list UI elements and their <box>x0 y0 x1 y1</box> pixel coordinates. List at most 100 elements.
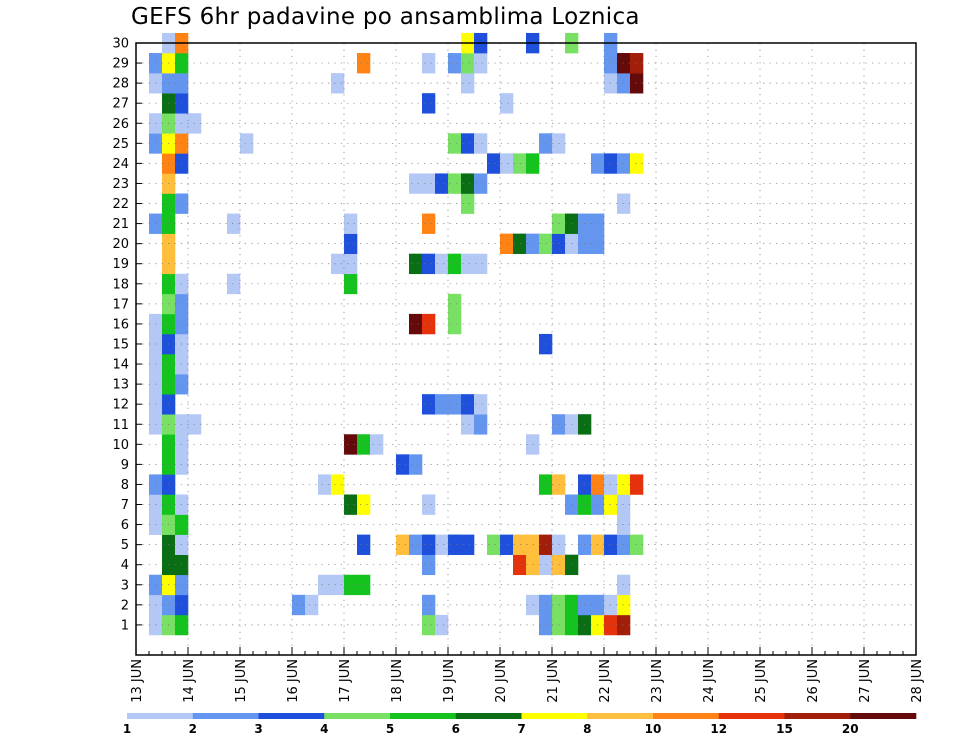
legend-label: 7 <box>517 722 525 736</box>
heatmap-cell <box>500 534 514 555</box>
heatmap-cell <box>422 53 436 74</box>
legend-swatch <box>784 713 851 719</box>
heatmap-cell <box>344 273 358 295</box>
legend-label: 8 <box>583 722 591 736</box>
x-tick-label: 21 JUN <box>546 659 561 703</box>
heatmap-cell <box>461 53 475 74</box>
heatmap-cell <box>422 594 436 616</box>
heatmap-cell <box>474 394 488 415</box>
x-tick-label: 20 JUN <box>494 659 509 703</box>
y-tick-label: 18 <box>112 277 129 292</box>
x-axis: 13 JUN 14 JUN 15 JUN 16 JUN 17 JUN 18 JUN 19 J… <box>130 647 925 703</box>
y-tick-label: 14 <box>112 358 129 373</box>
legend-label: 20 <box>842 722 859 736</box>
heatmap-cell <box>474 133 488 154</box>
heatmap-cell <box>617 494 631 515</box>
legend-swatch <box>127 713 194 719</box>
heatmap-cell <box>461 133 475 154</box>
heatmap-cell <box>630 474 644 495</box>
heatmap-cell <box>409 454 423 475</box>
y-tick-label: 7 <box>121 498 129 513</box>
heatmap-cell <box>448 293 462 315</box>
heatmap-cell <box>344 574 358 596</box>
heatmap-cell <box>448 394 462 415</box>
legend-swatch <box>390 713 457 719</box>
y-tick-label: 21 <box>112 217 129 232</box>
cells-layer <box>149 32 644 636</box>
y-tick-label: 27 <box>112 97 129 112</box>
heatmap-cell <box>318 574 332 596</box>
x-tick-label: 28 JUN <box>910 659 925 703</box>
heatmap-cell <box>422 253 436 275</box>
heatmap-cell <box>448 253 462 275</box>
legend-label: 4 <box>320 722 328 736</box>
heatmap-cell <box>435 614 449 636</box>
x-tick-label: 18 JUN <box>390 659 405 703</box>
y-tick-label: 11 <box>112 418 129 433</box>
heatmap-cell <box>448 133 462 154</box>
legend-swatch <box>192 713 259 719</box>
heatmap-cell <box>422 614 436 636</box>
heatmap-cell <box>344 253 358 275</box>
legend-label: 12 <box>710 722 727 736</box>
legend-label: 3 <box>254 722 262 736</box>
heatmap-cell <box>461 253 475 275</box>
heatmap-cell <box>513 153 527 174</box>
legend-swatch <box>850 713 917 719</box>
y-tick-label: 29 <box>112 57 129 72</box>
heatmap-cell <box>422 534 436 555</box>
heatmap-cell <box>435 394 449 415</box>
heatmap-cell <box>630 534 644 555</box>
heatmap-cell <box>344 233 358 254</box>
legend-label: 5 <box>386 722 394 736</box>
y-tick-label: 16 <box>112 317 129 332</box>
legend-swatch <box>718 713 785 719</box>
legend-label: 10 <box>645 722 662 736</box>
heatmap-cell <box>396 534 410 555</box>
heatmap-cell <box>422 394 436 415</box>
heatmap-cell <box>617 153 631 174</box>
legend-swatch <box>324 713 391 719</box>
y-tick-label: 20 <box>112 237 129 252</box>
heatmap-cell <box>461 534 475 555</box>
heatmap-cell <box>461 173 475 194</box>
x-tick-label: 23 JUN <box>650 659 665 703</box>
x-tick-label: 19 JUN <box>442 659 457 703</box>
heatmap-cell <box>526 534 540 555</box>
heatmap-cell <box>513 554 527 576</box>
x-tick-label: 16 JUN <box>286 659 301 703</box>
heatmap-cell <box>487 534 501 555</box>
heatmap-cell <box>500 233 514 254</box>
heatmap-cell <box>474 414 488 435</box>
heatmap-cell <box>448 173 462 194</box>
legend-label: 1 <box>123 722 131 736</box>
heatmap-cell <box>617 594 631 616</box>
heatmap-cell <box>292 594 306 616</box>
heatmap-cell <box>357 434 371 455</box>
heatmap-cell <box>409 534 423 555</box>
heatmap-cell <box>435 534 449 555</box>
heatmap-cell <box>318 474 332 495</box>
heatmap-cell <box>422 93 436 114</box>
y-tick-label: 10 <box>112 438 129 453</box>
y-tick-label: 12 <box>112 398 129 413</box>
heatmap-cell <box>461 73 475 94</box>
x-tick-label: 26 JUN <box>806 659 821 703</box>
heatmap-cell <box>227 273 241 295</box>
y-tick-label: 4 <box>121 558 129 573</box>
heatmap-cell <box>500 153 514 174</box>
legend-label: 6 <box>452 722 460 736</box>
heatmap-cell <box>448 53 462 74</box>
heatmap-cell <box>617 193 631 214</box>
heatmap-cell <box>240 133 254 154</box>
heatmap-cell <box>357 574 371 596</box>
heatmap-cell <box>435 173 449 194</box>
heatmap-cell <box>617 73 631 94</box>
y-tick-label: 25 <box>112 137 129 152</box>
heatmap-cell <box>630 73 644 94</box>
x-tick-label: 13 JUN <box>130 659 145 703</box>
heatmap-cell <box>435 253 449 275</box>
y-tick-label: 8 <box>121 478 129 493</box>
y-tick-label: 30 <box>112 37 129 52</box>
